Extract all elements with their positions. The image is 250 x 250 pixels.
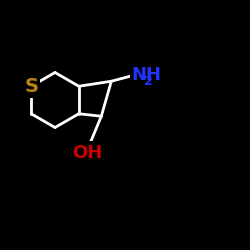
Text: NH: NH <box>131 66 161 84</box>
Text: OH: OH <box>72 144 103 162</box>
Text: S: S <box>24 77 38 96</box>
Text: 2: 2 <box>144 75 153 88</box>
